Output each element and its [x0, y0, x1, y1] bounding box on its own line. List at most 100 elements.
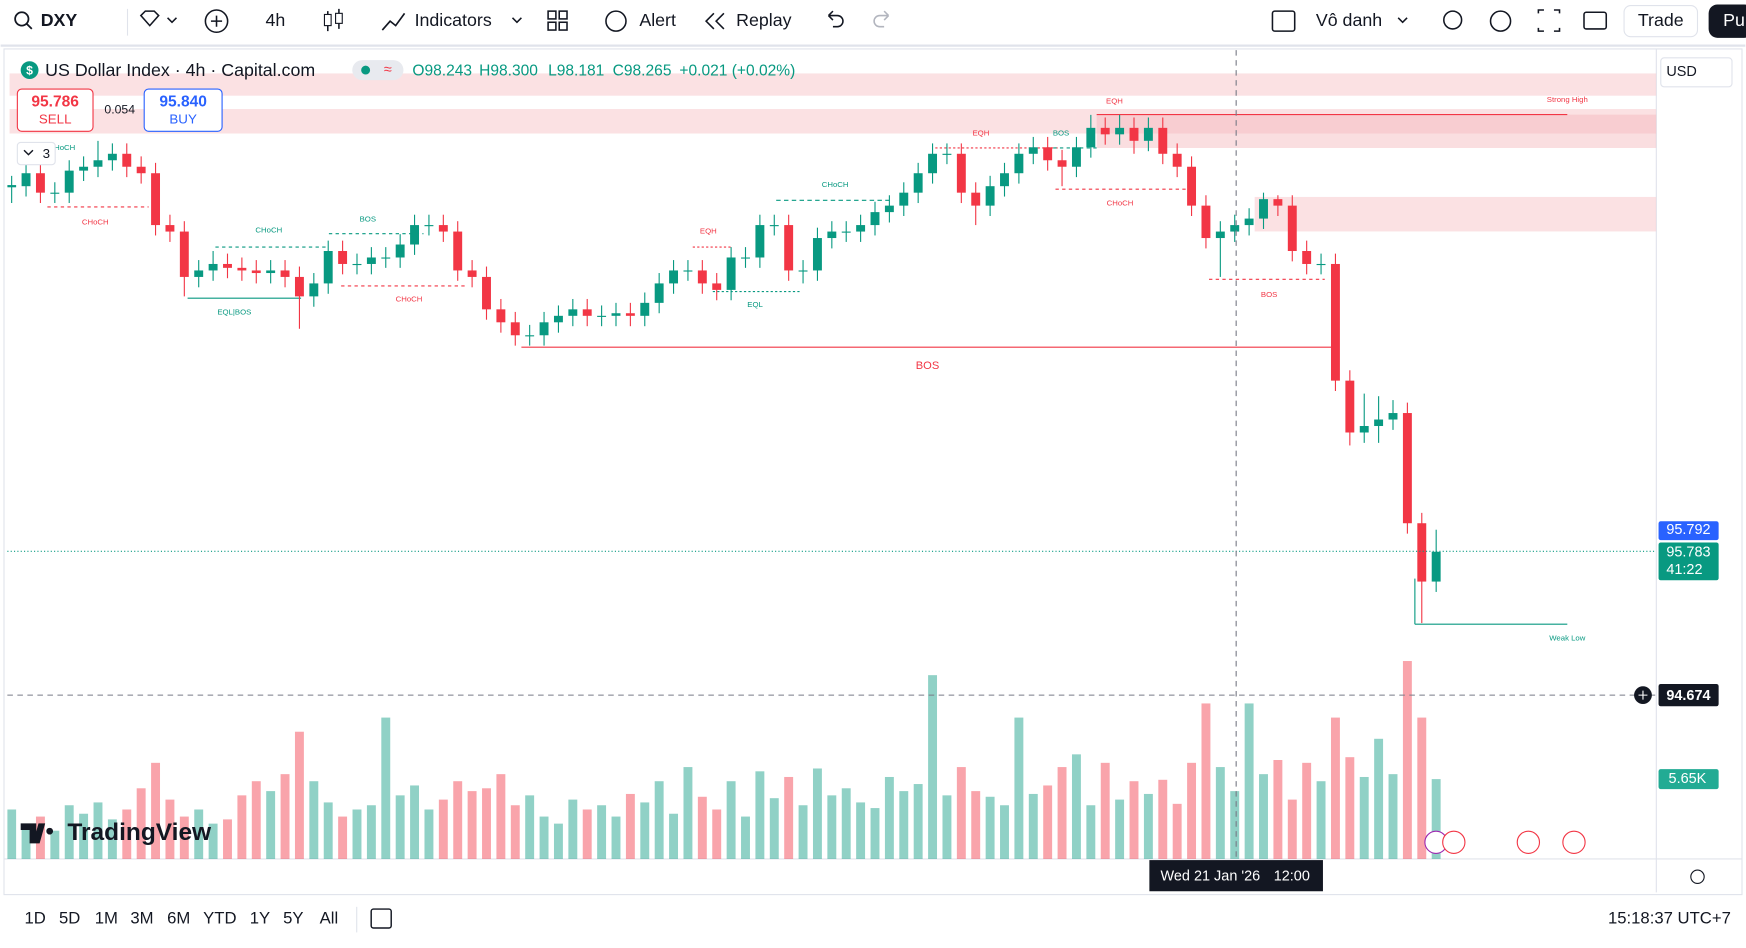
trade-button-bg[interactable] — [1623, 5, 1699, 38]
candle-body — [884, 205, 894, 213]
candle-body — [251, 270, 261, 274]
candle-body — [1302, 251, 1312, 264]
indicator-count: 3 — [43, 146, 50, 161]
volume-bar — [1230, 791, 1240, 859]
sell-button[interactable] — [16, 88, 94, 132]
candle-body — [122, 153, 132, 167]
candle-body — [1316, 263, 1326, 266]
snapshot[interactable] — [1583, 11, 1608, 30]
volume-bar — [928, 675, 938, 859]
annotation: CHoCH — [255, 225, 282, 234]
volume-bar — [1187, 762, 1197, 859]
currency-box[interactable] — [1660, 57, 1733, 88]
candle-body — [611, 313, 621, 316]
candle-body — [1086, 127, 1096, 148]
timeframe-button[interactable]: 5D — [59, 908, 80, 927]
indicators-button[interactable]: Indicators — [415, 10, 492, 30]
timeframe-button[interactable]: All — [320, 908, 339, 927]
settings[interactable] — [1489, 10, 1512, 32]
event-flag[interactable] — [1516, 830, 1541, 854]
status-pill[interactable] — [352, 60, 404, 81]
timeframe-button[interactable]: 1Y — [250, 908, 270, 927]
buy-button[interactable] — [143, 88, 223, 132]
last-price-box — [1658, 542, 1719, 581]
candle-body — [79, 166, 89, 171]
alert-button[interactable]: Alert — [639, 10, 676, 30]
candle-body — [827, 231, 837, 239]
candle-body — [1158, 127, 1168, 154]
annotation: BOS — [1053, 129, 1069, 138]
countdown: 41:22 — [1666, 562, 1702, 578]
timeframe-button[interactable]: 6M — [167, 908, 190, 927]
layout-name[interactable]: Vô danh — [1316, 10, 1382, 30]
status-dot — [361, 65, 371, 75]
diamond-icon[interactable] — [139, 10, 160, 27]
candle-body — [510, 322, 520, 336]
axis-settings[interactable] — [1690, 869, 1705, 885]
volume-bar — [194, 809, 204, 859]
buy-price: 95.840 — [159, 93, 207, 110]
timeframe-button[interactable]: 1D — [24, 908, 45, 927]
publish-button[interactable]: Pu — [1723, 10, 1745, 30]
candle-body — [136, 166, 146, 174]
candle-body — [625, 313, 635, 316]
legend: $ US Dollar Index · 4h · Capital.com ≈ O… — [16, 60, 795, 166]
layout-icon[interactable] — [1271, 10, 1296, 32]
supply-zone — [1254, 196, 1657, 232]
add-symbol[interactable] — [204, 9, 229, 34]
event-flag[interactable] — [1442, 830, 1466, 854]
volume-bar — [21, 823, 31, 859]
volume-bar — [741, 816, 750, 859]
chart-type-candle — [335, 12, 343, 24]
layouts-icon[interactable] — [547, 10, 568, 31]
candle-body — [237, 267, 247, 271]
volume-bar — [208, 823, 218, 859]
toolbar-bg — [0, 0, 1746, 45]
volume-bar — [1402, 661, 1412, 859]
candle-body — [1345, 380, 1355, 433]
volume-bar — [280, 774, 290, 859]
volume-bar — [1244, 703, 1254, 859]
timeframe-button[interactable]: 1M — [95, 908, 118, 927]
legend-low: L98.181 — [548, 62, 604, 79]
publish-button-bg[interactable] — [1708, 4, 1746, 38]
crosshair-clock: 12:00 — [1274, 869, 1310, 885]
candle-body — [553, 315, 563, 323]
clock[interactable]: 15:18:37 UTC+7 — [1608, 908, 1731, 927]
volume-bar — [1359, 776, 1369, 859]
timeframe-button[interactable]: 5Y — [283, 908, 303, 927]
replay-button[interactable]: Replay — [736, 10, 791, 30]
candle-body — [769, 225, 779, 227]
candle-body — [482, 276, 491, 310]
volume-bar — [7, 809, 17, 859]
undo[interactable] — [827, 10, 844, 28]
timeframe-button[interactable]: 3M — [130, 908, 153, 927]
volume-bar — [654, 781, 664, 859]
redo[interactable] — [873, 10, 890, 28]
volume-bar — [597, 805, 607, 859]
candle-body — [223, 263, 232, 268]
annotations: CHoCH CHoCH CHoCH EQL|BOS BOS CHoCH EQH EQL CHoC… — [48, 95, 1587, 643]
timeframe-button[interactable]: YTD — [203, 908, 236, 927]
volume-bar — [568, 799, 578, 859]
fullscreen[interactable] — [1537, 9, 1561, 32]
interval[interactable]: 4h — [265, 10, 285, 30]
volume-bar — [1215, 767, 1225, 859]
volume-bar — [827, 795, 837, 859]
volume-bar — [769, 798, 779, 859]
search-icon[interactable] — [14, 11, 30, 27]
volume-bar — [309, 781, 319, 859]
volume-bar — [482, 788, 491, 859]
volume-bar — [1259, 774, 1268, 859]
event-flag[interactable] — [1562, 830, 1586, 854]
volume-bar — [79, 813, 89, 859]
symbol[interactable]: DXY — [41, 10, 78, 30]
goto-date[interactable] — [370, 908, 392, 929]
trade-button[interactable]: Trade — [1638, 10, 1684, 30]
volume-bar — [467, 791, 477, 859]
indicator-toggle[interactable] — [16, 141, 56, 166]
candle-body — [1028, 147, 1038, 154]
quick-search[interactable] — [1443, 10, 1463, 30]
